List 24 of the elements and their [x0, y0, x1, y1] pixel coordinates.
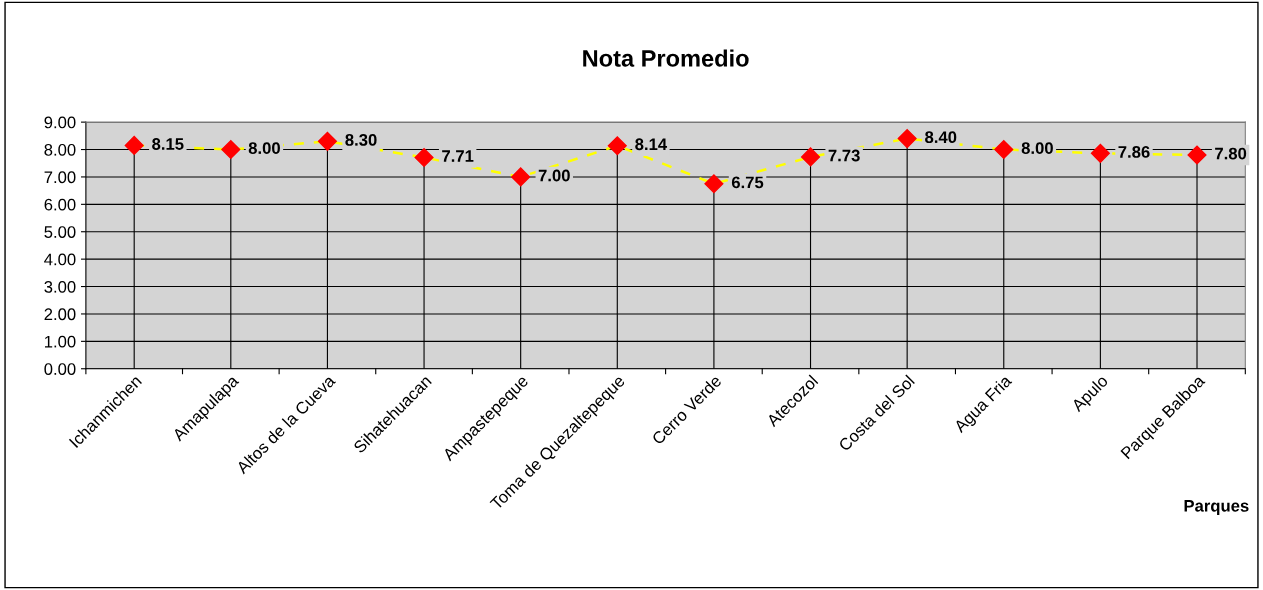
y-tick-label: 7.00: [44, 171, 76, 184]
x-axis-title: Parques: [1184, 500, 1249, 515]
y-tick-label: 1.00: [45, 335, 76, 348]
data-label: 6.75: [731, 176, 764, 189]
data-label: 8.15: [152, 138, 184, 150]
data-label: 8.30: [345, 133, 377, 146]
chart-title: Nota Promedio: [583, 49, 749, 67]
data-label: 7.80: [1215, 147, 1247, 160]
y-tick-label: 9.00: [44, 116, 76, 129]
data-label: 7.00: [538, 169, 570, 182]
y-tick-label: 3.00: [44, 280, 76, 293]
y-tick-label: 4.00: [44, 253, 76, 266]
data-label: 7.73: [828, 149, 860, 162]
y-tick-label: 5.00: [44, 226, 76, 238]
data-label: 8.40: [925, 131, 957, 144]
y-tick-label: 2.00: [44, 308, 76, 321]
y-tick-label: 6.00: [44, 198, 76, 211]
data-label: 8.00: [1021, 142, 1053, 155]
y-tick-label: 8.00: [44, 143, 76, 156]
data-label: 8.14: [635, 138, 668, 151]
data-label: 7.71: [442, 150, 474, 162]
y-tick-label: 0.00: [44, 363, 76, 375]
data-label: 8.00: [248, 142, 280, 155]
data-label: 7.86: [1118, 146, 1150, 158]
